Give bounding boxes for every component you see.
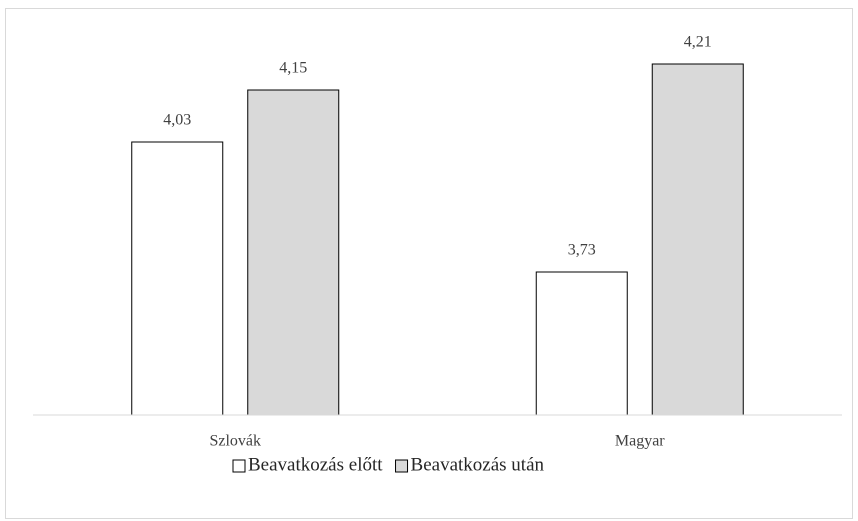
legend-label: Beavatkozás előtt [248, 454, 383, 475]
x-tick-label: Szlovák [209, 433, 261, 450]
legend-label: Beavatkozás után [411, 454, 545, 475]
bar [651, 63, 744, 416]
value-label: 4,15 [279, 60, 307, 77]
legend-swatch [395, 459, 409, 473]
bar [247, 89, 340, 416]
bar [535, 271, 628, 416]
value-label: 4,21 [684, 34, 712, 51]
x-tick-label: Magyar [615, 433, 665, 450]
legend-swatch [232, 459, 246, 473]
value-label: 3,73 [568, 242, 596, 259]
value-label: 4,03 [163, 112, 191, 129]
bar [131, 141, 224, 416]
